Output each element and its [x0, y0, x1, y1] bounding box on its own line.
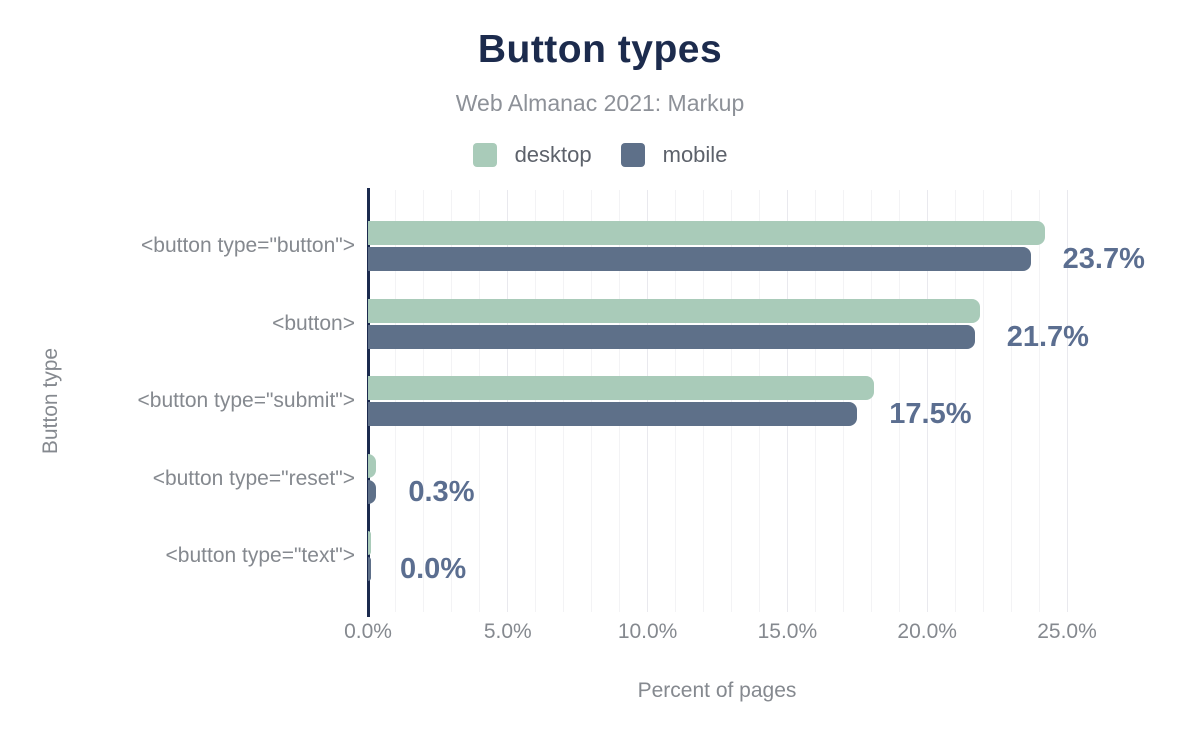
- x-tick-label: 10.0%: [617, 620, 678, 643]
- x-tick-label: 5.0%: [483, 620, 532, 643]
- bar-mobile: [368, 557, 371, 581]
- gridline: [870, 190, 872, 612]
- category-label: <button type="reset">: [152, 466, 355, 490]
- value-annotation: 21.7%: [1006, 320, 1089, 353]
- bar-desktop: [368, 376, 875, 400]
- gridline: [842, 190, 844, 612]
- gridline: [479, 190, 481, 612]
- category-label: <button type="button">: [141, 234, 355, 257]
- bar-desktop: [368, 298, 981, 323]
- value-annotation: 17.5%: [889, 398, 972, 430]
- y-axis-title: Button type: [39, 347, 62, 455]
- category-label: <button type="submit">: [137, 389, 355, 412]
- bar-mobile: [368, 247, 1031, 271]
- value-annotation: 0.3%: [408, 475, 475, 508]
- gridline: [647, 190, 649, 612]
- gridline: [1038, 190, 1040, 612]
- gridline: [758, 190, 760, 612]
- gridline: [730, 190, 732, 612]
- bar-mobile: [368, 324, 975, 349]
- gridline: [451, 190, 453, 612]
- gridline: [814, 190, 816, 612]
- chart-legend: desktop mobile: [0, 141, 1200, 169]
- value-annotation: 23.7%: [1062, 243, 1145, 275]
- gridline: [563, 190, 565, 612]
- legend-label: desktop: [514, 142, 592, 167]
- gridline: [591, 190, 593, 612]
- gridline: [1066, 190, 1068, 612]
- category-label: <button type="text">: [165, 544, 355, 567]
- gridline: [535, 190, 537, 612]
- gridline: [507, 190, 509, 612]
- bar-desktop: [368, 221, 1045, 245]
- gridline: [954, 190, 956, 612]
- legend-label: mobile: [662, 142, 728, 167]
- gridline: [1010, 190, 1012, 612]
- gridline: [423, 190, 425, 612]
- gridline: [395, 190, 397, 612]
- bar-desktop: [368, 453, 377, 478]
- gridline: [926, 190, 928, 612]
- bar-mobile: [368, 479, 377, 504]
- x-tick-label: 15.0%: [757, 620, 818, 643]
- gridline: [675, 190, 677, 612]
- plot-area: 23.7% 21.7% 17.5% 0.3% 0.0%: [367, 188, 1145, 617]
- legend-item-desktop: desktop: [472, 142, 592, 168]
- gridline: [619, 190, 621, 612]
- value-annotation: 0.0%: [400, 553, 467, 585]
- x-tick-label: 20.0%: [897, 620, 957, 643]
- legend-swatch-desktop: [472, 143, 497, 167]
- chart-subtitle: Web Almanac 2021: Markup: [455, 90, 745, 116]
- category-label: <button>: [272, 311, 355, 335]
- x-tick-label: 0.0%: [344, 620, 392, 643]
- gridline: [703, 190, 705, 612]
- x-axis-title: Percent of pages: [637, 679, 797, 702]
- bar-desktop: [368, 531, 371, 555]
- x-tick-label: 25.0%: [1037, 620, 1097, 643]
- gridline: [898, 190, 900, 612]
- legend-swatch-mobile: [620, 143, 645, 167]
- gridline: [982, 190, 984, 612]
- gridline: [786, 190, 788, 612]
- bar-mobile: [368, 402, 858, 426]
- legend-item-mobile: mobile: [620, 142, 728, 168]
- chart-title: Button types: [477, 28, 723, 71]
